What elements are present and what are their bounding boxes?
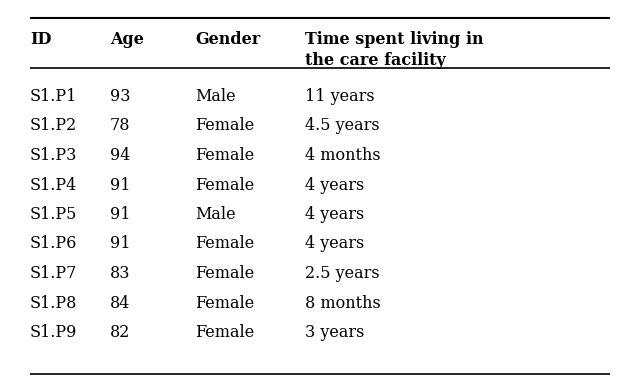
Text: S1.P8: S1.P8 xyxy=(30,295,77,312)
Text: 91: 91 xyxy=(110,176,131,193)
Text: Male: Male xyxy=(195,88,236,105)
Text: Gender: Gender xyxy=(195,31,260,48)
Text: 82: 82 xyxy=(110,324,131,341)
Text: Female: Female xyxy=(195,117,254,134)
Text: 2.5 years: 2.5 years xyxy=(305,265,380,282)
Text: S1.P3: S1.P3 xyxy=(30,147,77,164)
Text: S1.P5: S1.P5 xyxy=(30,206,77,223)
Text: 91: 91 xyxy=(110,235,131,252)
Text: 4 years: 4 years xyxy=(305,235,364,252)
Text: 3 years: 3 years xyxy=(305,324,364,341)
Text: S1.P7: S1.P7 xyxy=(30,265,77,282)
Text: Female: Female xyxy=(195,235,254,252)
Text: 4 years: 4 years xyxy=(305,206,364,223)
Text: Female: Female xyxy=(195,324,254,341)
Text: S1.P9: S1.P9 xyxy=(30,324,77,341)
Text: 93: 93 xyxy=(110,88,131,105)
Text: Female: Female xyxy=(195,295,254,312)
Text: 94: 94 xyxy=(110,147,131,164)
Text: 8 months: 8 months xyxy=(305,295,381,312)
Text: 4 months: 4 months xyxy=(305,147,381,164)
Text: Female: Female xyxy=(195,176,254,193)
Text: 4 years: 4 years xyxy=(305,176,364,193)
Text: ID: ID xyxy=(30,31,51,48)
Text: 91: 91 xyxy=(110,206,131,223)
Text: S1.P1: S1.P1 xyxy=(30,88,77,105)
Text: Female: Female xyxy=(195,147,254,164)
Text: S1.P2: S1.P2 xyxy=(30,117,77,134)
Text: Time spent living in
the care facility: Time spent living in the care facility xyxy=(305,31,484,69)
Text: 84: 84 xyxy=(110,295,131,312)
Text: S1.P4: S1.P4 xyxy=(30,176,77,193)
Text: 4.5 years: 4.5 years xyxy=(305,117,380,134)
Text: Age: Age xyxy=(110,31,144,48)
Text: Male: Male xyxy=(195,206,236,223)
Text: S1.P6: S1.P6 xyxy=(30,235,77,252)
Text: 83: 83 xyxy=(110,265,131,282)
Text: 11 years: 11 years xyxy=(305,88,374,105)
Text: 78: 78 xyxy=(110,117,131,134)
Text: Female: Female xyxy=(195,265,254,282)
